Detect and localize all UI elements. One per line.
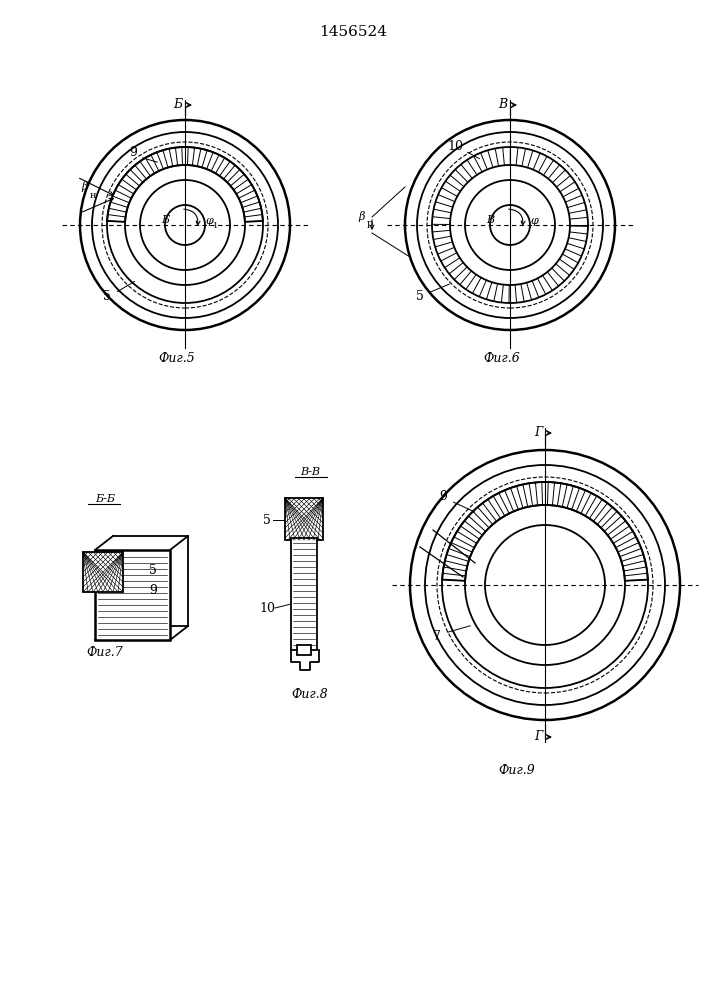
Text: 5: 5 [263, 514, 271, 526]
Text: Б-Б: Б-Б [95, 494, 115, 504]
Text: 5: 5 [149, 564, 157, 576]
Text: 9: 9 [439, 490, 447, 504]
Text: р: р [367, 219, 373, 228]
Text: 9: 9 [149, 584, 157, 596]
Text: 10: 10 [259, 601, 275, 614]
Text: Г: Г [534, 426, 542, 440]
Text: 10: 10 [447, 140, 463, 153]
Bar [291, 538, 317, 650]
Text: Б: Б [173, 99, 182, 111]
Text: 7: 7 [433, 631, 441, 644]
Text: Фиг.8: Фиг.8 [291, 688, 328, 702]
Text: φ: φ [205, 216, 213, 226]
Bar [95, 550, 170, 640]
Bar [285, 498, 323, 540]
Text: β: β [82, 182, 88, 192]
Text: Фиг.7: Фиг.7 [87, 647, 124, 660]
Text: н: н [90, 190, 96, 200]
Text: Фиг.9: Фиг.9 [498, 764, 535, 776]
Text: Фиг.5: Фиг.5 [158, 352, 195, 364]
Text: 5: 5 [103, 290, 111, 304]
Text: Фиг.6: Фиг.6 [484, 352, 520, 364]
Text: В: В [486, 215, 494, 225]
Text: 1: 1 [214, 222, 218, 230]
Text: β: β [359, 212, 366, 223]
Bar [83, 552, 123, 592]
Text: 9: 9 [129, 146, 137, 159]
Text: В-В: В-В [300, 467, 320, 477]
Text: φ: φ [530, 216, 538, 226]
Text: Г: Г [534, 730, 542, 744]
Text: 5: 5 [416, 290, 424, 304]
Text: В: В [498, 99, 507, 111]
Text: 1456524: 1456524 [319, 25, 387, 39]
Bar [297, 645, 311, 655]
Text: Б: Б [161, 215, 169, 225]
